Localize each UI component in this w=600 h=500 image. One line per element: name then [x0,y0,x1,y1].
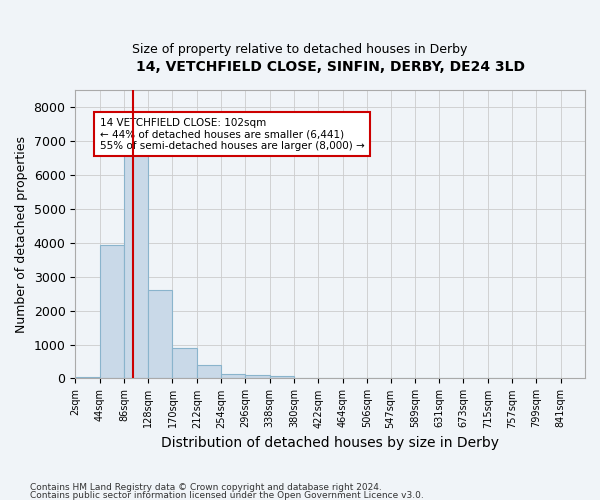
Bar [75,377,100,378]
Text: Size of property relative to detached houses in Derby: Size of property relative to detached ho… [133,42,467,56]
Bar [269,376,294,378]
Title: 14, VETCHFIELD CLOSE, SINFIN, DERBY, DE24 3LD: 14, VETCHFIELD CLOSE, SINFIN, DERBY, DE2… [136,60,524,74]
Bar [148,290,172,378]
Bar [197,365,221,378]
Text: 14 VETCHFIELD CLOSE: 102sqm
← 44% of detached houses are smaller (6,441)
55% of : 14 VETCHFIELD CLOSE: 102sqm ← 44% of det… [100,118,364,151]
X-axis label: Distribution of detached houses by size in Derby: Distribution of detached houses by size … [161,436,499,450]
Bar [100,244,124,378]
Text: Contains public sector information licensed under the Open Government Licence v3: Contains public sector information licen… [30,490,424,500]
Bar [124,130,148,378]
Bar [172,348,197,378]
Bar [221,374,245,378]
Y-axis label: Number of detached properties: Number of detached properties [15,136,28,333]
Bar [245,375,269,378]
Text: Contains HM Land Registry data © Crown copyright and database right 2024.: Contains HM Land Registry data © Crown c… [30,484,382,492]
